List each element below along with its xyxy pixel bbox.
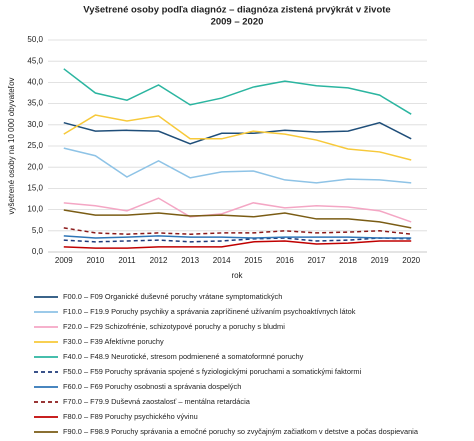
x-tick-label: 2009 <box>55 256 73 265</box>
data-line <box>63 237 412 243</box>
data-line <box>63 227 412 235</box>
data-line <box>63 197 412 223</box>
x-tick-label: 2020 <box>402 256 420 265</box>
data-line <box>63 240 412 249</box>
data-line <box>63 235 412 239</box>
y-tick-label: 40,0 <box>27 78 43 87</box>
legend-label: F70.0 – F79.9 Duševná zaostalosť – mentá… <box>63 397 251 406</box>
data-line <box>63 121 412 145</box>
x-tick-label: 2011 <box>118 256 136 265</box>
data-line <box>63 114 412 161</box>
x-axis-label: rok <box>231 271 243 280</box>
data-line <box>63 209 412 229</box>
y-tick-label: 45,0 <box>27 56 43 65</box>
x-tick-label: 2016 <box>276 256 294 265</box>
legend-label: F60.0 – F69 Poruchy osobnosti a správani… <box>63 382 241 391</box>
y-tick-label: 15,0 <box>27 184 43 193</box>
legend-label: F20.0 – F29 Schizofrénie, schizotypové p… <box>63 322 285 331</box>
x-tick-label: 2018 <box>339 256 357 265</box>
legend-label: F80.0 – F89 Poruchy psychického vývinu <box>63 412 198 421</box>
y-tick-label: 35,0 <box>27 99 43 108</box>
legend-label: F00.0 – F09 Organické duševné poruchy vr… <box>63 292 282 301</box>
x-tick-label: 2014 <box>213 256 231 265</box>
legend-label: F40.0 – F48.9 Neurotické, stresom podmie… <box>63 352 304 361</box>
x-tick-label: 2013 <box>181 256 199 265</box>
x-tick-label: 2015 <box>244 256 262 265</box>
data-line <box>63 68 412 115</box>
y-tick-label: 0,0 <box>32 247 44 256</box>
legend-label: F90.0 – F98.9 Poruchy správania a emočné… <box>63 427 419 436</box>
x-tick-label: 2010 <box>86 256 104 265</box>
y-tick-label: 30,0 <box>27 120 43 129</box>
x-tick-label: 2017 <box>308 256 326 265</box>
y-tick-label: 25,0 <box>27 141 43 150</box>
y-axis-label: vyšetrené osoby na 10 000 obyvateľov <box>7 77 16 214</box>
y-tick-label: 5,0 <box>32 226 44 235</box>
x-tick-label: 2012 <box>150 256 168 265</box>
legend-label: F30.0 – F39 Afektívne poruchy <box>63 337 164 346</box>
y-tick-label: 10,0 <box>27 205 43 214</box>
x-tick-label: 2019 <box>371 256 389 265</box>
legend-label: F50.0 – F59 Poruchy správania spojené s … <box>63 367 362 376</box>
data-line <box>63 147 412 184</box>
y-tick-label: 50,0 <box>27 35 43 44</box>
chart-title: Vyšetrené osoby podľa diagnóz – diagnóza… <box>83 5 390 16</box>
y-tick-label: 20,0 <box>27 162 43 171</box>
legend-label: F10.0 – F19.9 Poruchy psychiky a správan… <box>63 307 356 316</box>
chart-subtitle: 2009 – 2020 <box>211 17 264 28</box>
